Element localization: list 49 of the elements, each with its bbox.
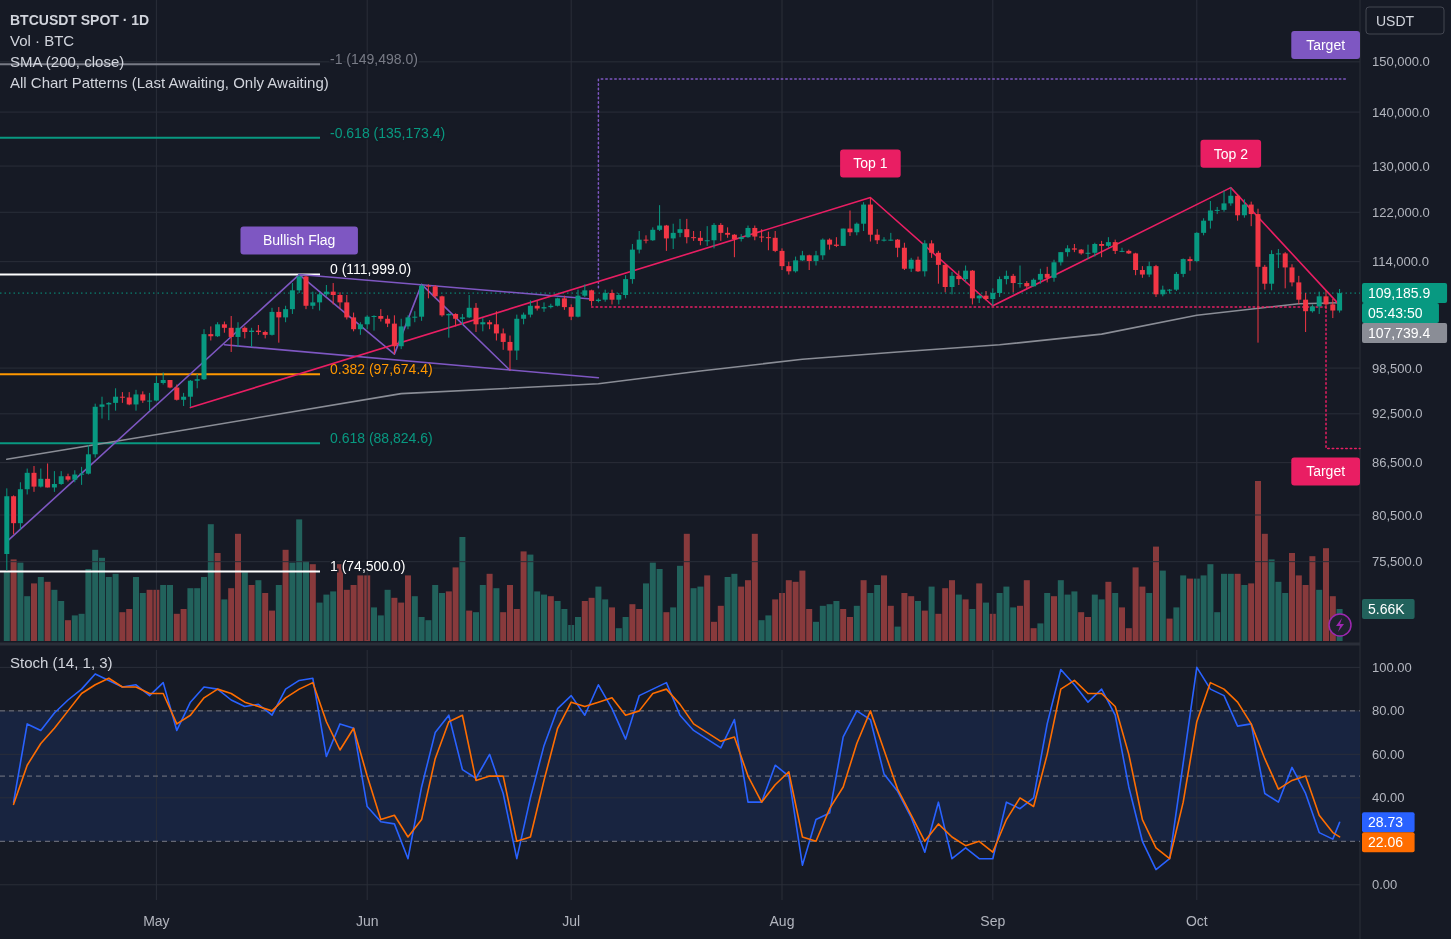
x-tick-label: Aug: [769, 912, 795, 929]
x-tick-label: May: [143, 912, 170, 929]
y-tick-label: 122,000.0: [1372, 204, 1430, 220]
annotation: 28.73: [1368, 814, 1404, 831]
y-axis-title: USDT: [1376, 12, 1415, 29]
y-tick-label: 130,000.0: [1372, 158, 1430, 174]
ref-line-label: 0 (111,999.0): [330, 261, 412, 278]
annotation: Top 2: [1213, 145, 1249, 162]
y-tick-label: 86,500.0: [1372, 455, 1423, 471]
y-tick-label: 92,500.0: [1372, 406, 1423, 422]
annotation: SMA (200, close): [10, 53, 125, 71]
chart-title: Stoch (14, 1, 3): [10, 654, 113, 672]
annotation: Bullish Flag: [263, 232, 336, 249]
y-tick-label: 0.00: [1372, 877, 1398, 893]
ref-line-label: -0.618 (135,173.4): [330, 124, 446, 141]
y-tick-label: 140,000.0: [1372, 104, 1430, 120]
callout: Target: [1291, 457, 1360, 486]
y-tick-label: 60.00: [1372, 746, 1405, 762]
x-tick-label: Oct: [1185, 912, 1208, 929]
annotation: All Chart Patterns (Last Awaiting, Only Awaiting): [10, 74, 329, 92]
callout: Bullish Flag: [240, 226, 358, 255]
ref-line-label: 0.382 (97,674.4): [330, 361, 433, 378]
ref-line-label: 1 (74,500.0): [330, 558, 406, 575]
callout: Top 1: [840, 149, 901, 178]
annotation: 107,739.4: [1368, 324, 1431, 341]
y-tick-label: 75,500.0: [1372, 554, 1423, 570]
chart-title: Vol · BTC: [10, 32, 75, 50]
annotation: Target: [1306, 36, 1346, 53]
y-tick-label: 80,500.0: [1372, 507, 1423, 523]
text: BTCUSDT SPOT · 1D: [10, 11, 150, 28]
ref-line-label: 0.618 (88,824.6): [330, 430, 433, 447]
y-tick-label: 150,000.0: [1372, 54, 1430, 70]
x-tick-label: Jun: [355, 912, 379, 929]
ref-line-label: 109,185.9: [1368, 284, 1431, 301]
annotation: Top 1: [853, 155, 888, 172]
annotation: 05:43:50: [1368, 304, 1423, 321]
x-tick-label: Sep: [980, 912, 1006, 929]
annotation: Target: [1306, 463, 1346, 480]
y-tick-label: 80.00: [1372, 703, 1405, 719]
annotation: 22.06: [1368, 834, 1404, 851]
x-tick-label: Jul: [562, 912, 581, 929]
y-tick-label: 100.00: [1372, 659, 1412, 675]
y-tick-label: 40.00: [1372, 790, 1405, 806]
annotation: 5.66K: [1368, 600, 1406, 617]
y-tick-label: 98,500.0: [1372, 360, 1423, 376]
callout: Target: [1291, 31, 1360, 60]
callout: Top 2: [1200, 139, 1262, 168]
ref-line-label: -1 (149,498.0): [330, 51, 418, 68]
y-tick-label: 114,000.0: [1372, 254, 1429, 270]
